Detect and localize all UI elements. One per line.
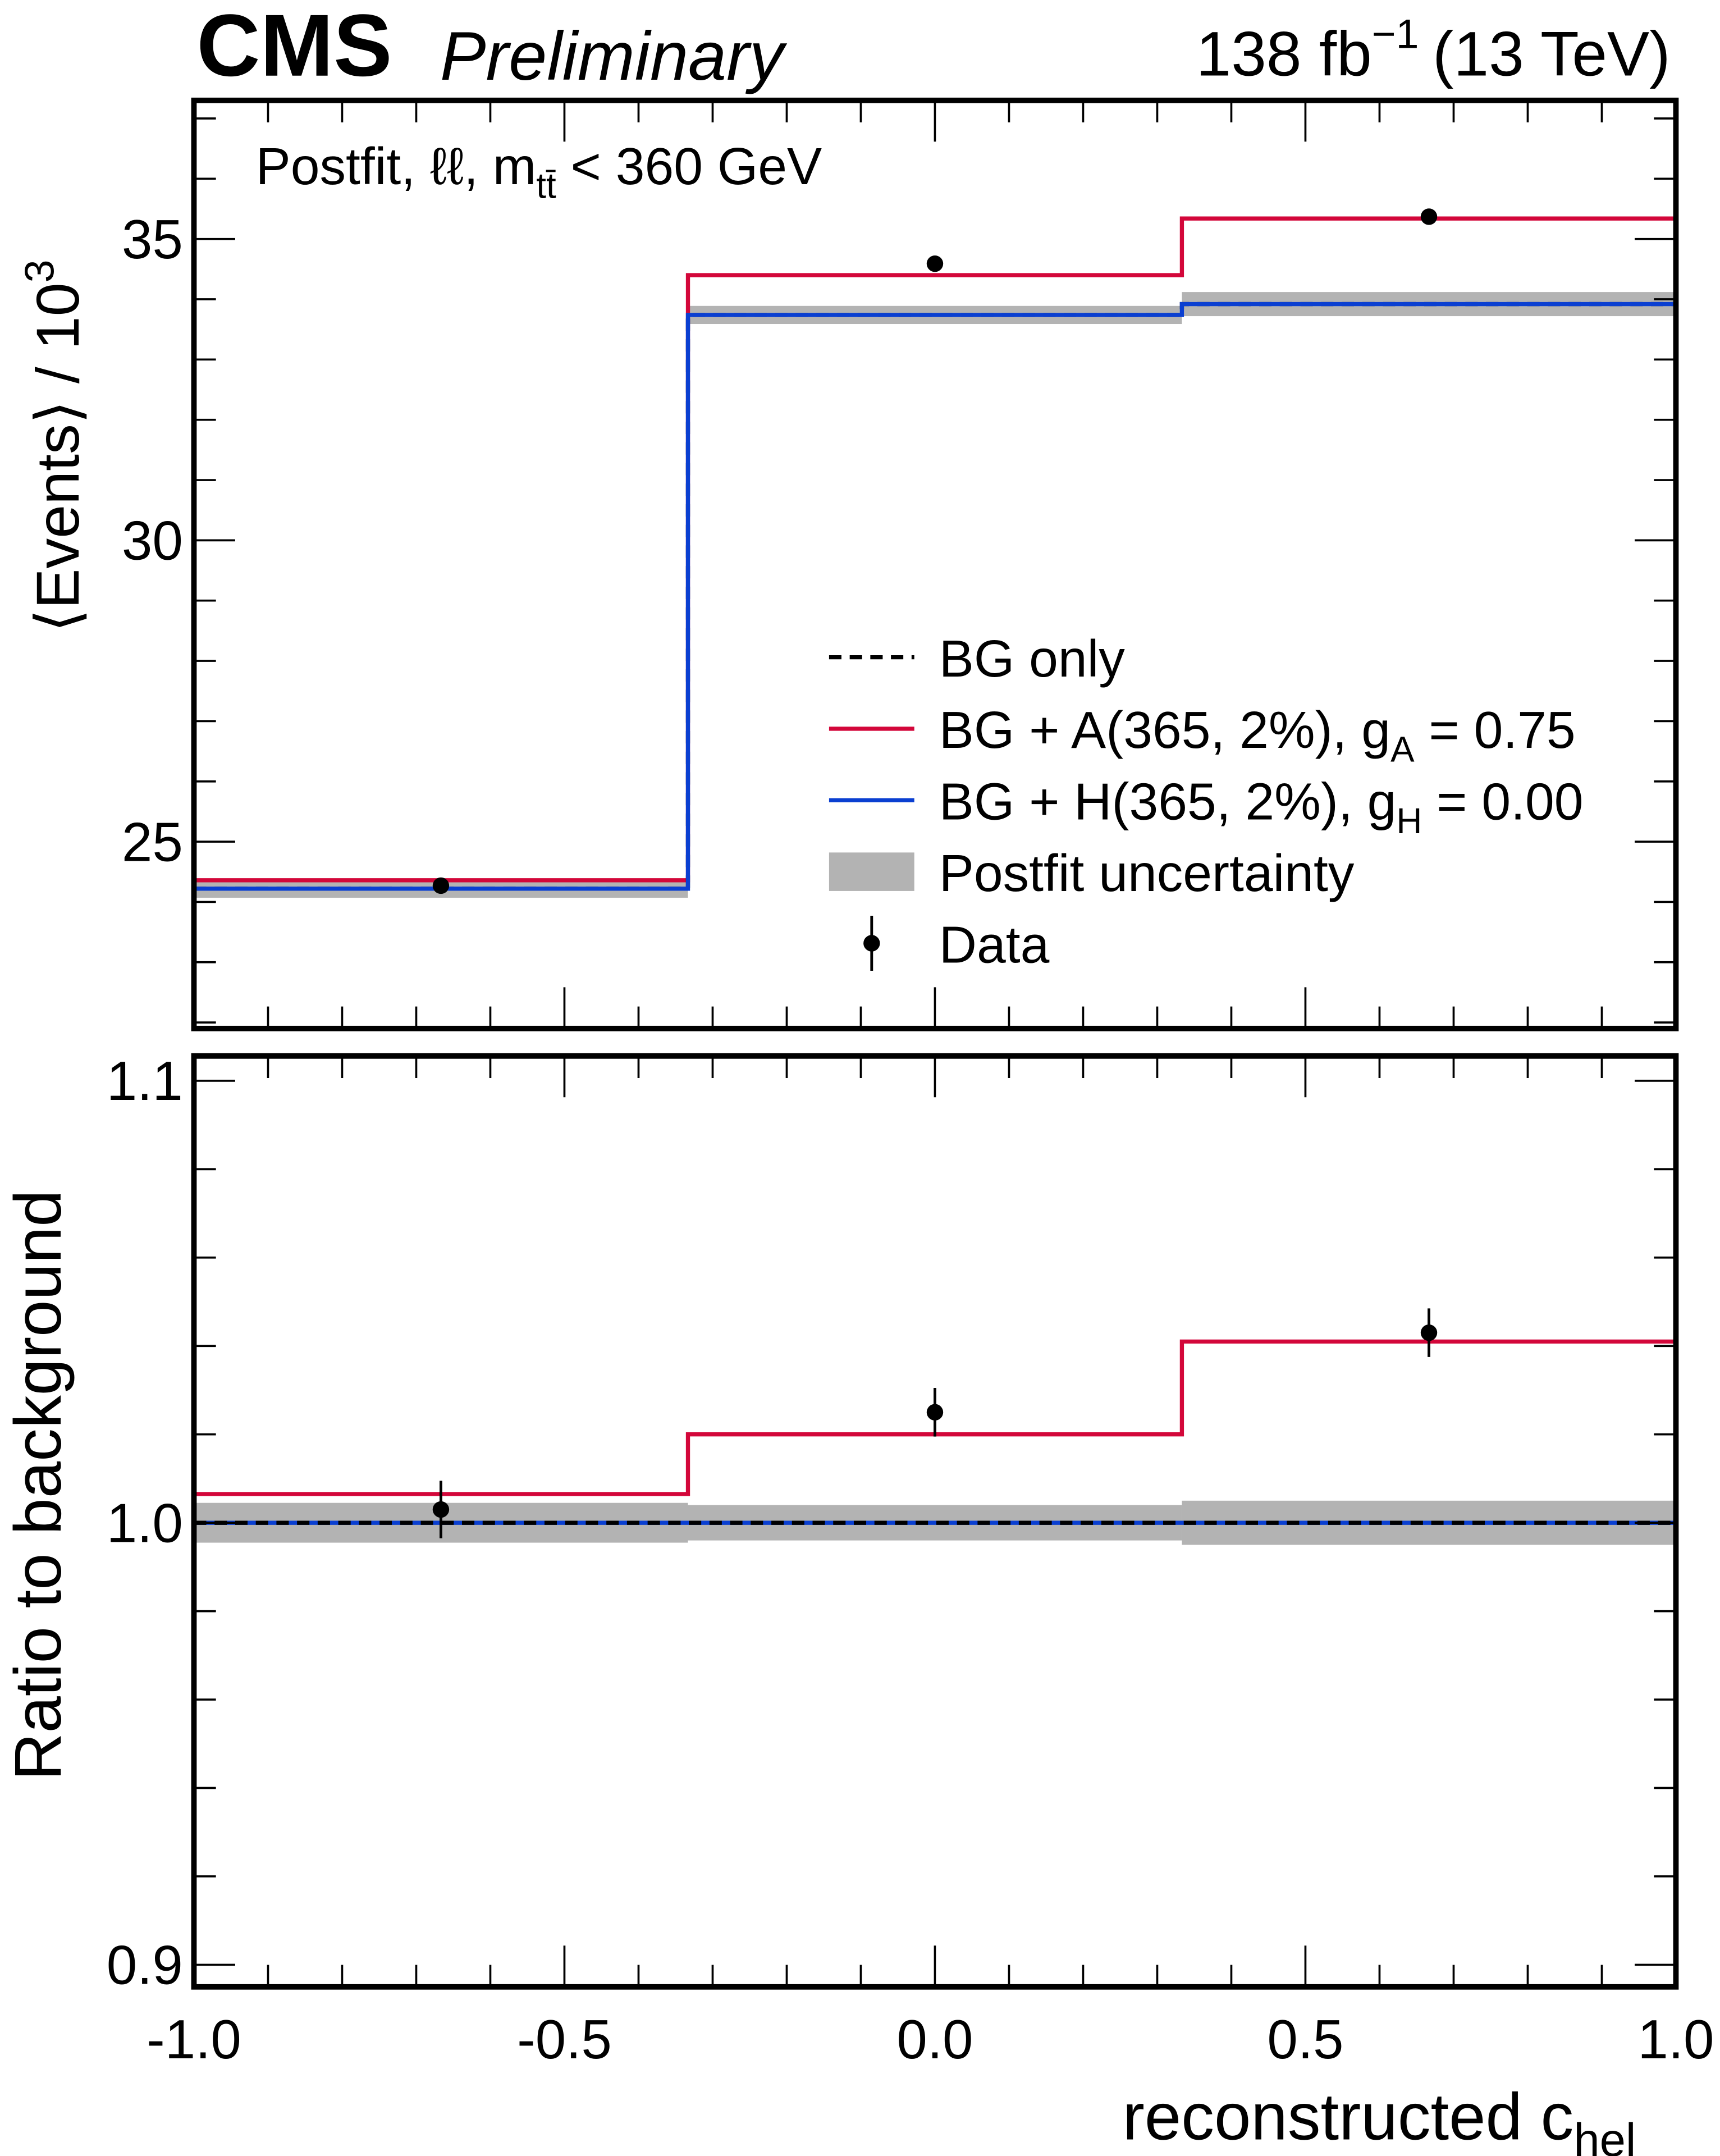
legend-bg-h: BG + H(365, 2%), gH = 0.00	[939, 773, 1584, 841]
data-point	[1420, 1324, 1438, 1341]
legend: BG only BG + A(365, 2%), gA = 0.75 BG + …	[829, 629, 1584, 974]
legend-bg-a: BG + A(365, 2%), gA = 0.75	[939, 701, 1576, 769]
data-point	[1420, 208, 1438, 225]
legend-data-marker	[863, 935, 880, 952]
lumi-label: 138 fb−1 (13 TeV)	[1196, 11, 1671, 89]
x-axis-label: reconstructed chel	[1123, 2080, 1636, 2156]
y-axis-label-ratio: Ratio to background	[1, 1190, 75, 1780]
y-axis-label-top: ⟨Events⟩ / 103	[16, 260, 92, 633]
main-panel: 25 30 35	[122, 97, 1679, 1031]
x-tick-label: 1.0	[1637, 2008, 1714, 2070]
selection-annotation: Postfit, ℓℓ, mtt̄ < 360 GeV	[256, 137, 822, 205]
x-tick-label: 0.5	[1267, 2008, 1343, 2070]
y-tick-label: 25	[122, 811, 183, 873]
y-tick-label: 35	[122, 208, 183, 270]
legend-uncertainty-swatch	[829, 852, 914, 891]
x-tick-label: -1.0	[147, 2008, 241, 2070]
y-tick-label: 1.1	[107, 1050, 183, 1112]
y-tick-label: 0.9	[107, 1934, 183, 1996]
series-line-2	[194, 302, 1676, 891]
preliminary-label: Preliminary	[440, 17, 788, 94]
y-tick-label: 1.0	[107, 1492, 183, 1554]
y-tick-label: 30	[122, 510, 183, 572]
cms-label: CMS	[196, 0, 392, 95]
series-line-1	[194, 216, 1676, 883]
legend-data: Data	[939, 915, 1050, 974]
ratio-panel: 0.9 1.0 1.1 -1.0 -0.5 0.0 0.5 1.0	[107, 1050, 1714, 2070]
data-point	[926, 1404, 944, 1421]
x-tick-label: -0.5	[517, 2008, 612, 2070]
data-point	[432, 1501, 450, 1518]
legend-uncertainty: Postfit uncertainty	[939, 844, 1355, 902]
x-tick-label: 0.0	[896, 2008, 973, 2070]
legend-bg-only: BG only	[939, 629, 1125, 688]
data-point	[432, 877, 450, 894]
data-point	[926, 255, 944, 272]
